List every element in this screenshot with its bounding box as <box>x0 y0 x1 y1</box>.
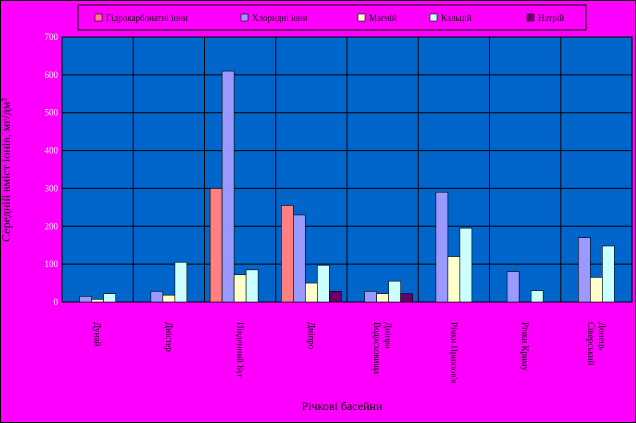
y-tick-label: 300 <box>45 183 59 193</box>
legend-label: Натрій <box>538 13 564 23</box>
y-tick-label: 500 <box>45 108 59 118</box>
legend-swatch <box>357 13 366 22</box>
bar-1-4 <box>281 205 294 303</box>
category-label: Річки Приазов'я <box>449 322 459 383</box>
legend: Гідрокарбонатні іони Хлоридні іони Магній К… <box>77 4 587 31</box>
bar-4-4 <box>317 264 330 303</box>
legend-swatch <box>94 13 103 22</box>
bar-3-3 <box>233 274 247 303</box>
legend-label: Хлоридні іони <box>252 13 308 23</box>
legend-swatch <box>429 13 438 22</box>
bar-2-4 <box>293 214 306 303</box>
bar-4-6 <box>459 227 473 303</box>
bar-2-7 <box>506 271 520 303</box>
y-tick-label: 400 <box>45 146 59 156</box>
bar-2-5 <box>364 291 377 303</box>
bar-2-6 <box>435 191 449 303</box>
bar-4-7 <box>530 290 544 303</box>
bar-3-1 <box>91 299 104 303</box>
bar-1-3 <box>209 188 223 303</box>
bar-4-1 <box>103 293 116 303</box>
bar-3-4 <box>305 282 318 303</box>
bar-3-5 <box>376 293 389 303</box>
category-label: Дніпра <box>383 322 393 349</box>
bars <box>79 70 615 303</box>
legend-label: Магній <box>369 13 397 23</box>
bar-2-8 <box>578 237 591 303</box>
gridlines <box>62 37 632 302</box>
bar-2-3 <box>221 70 235 303</box>
y-axis-title: Середній вміст іонів, мг/дм³ <box>0 98 13 242</box>
legend-label: Гідрокарбонатні іони <box>106 13 188 23</box>
x-axis-categories: Дунай Дністер Південний Буг Дніпро Водосхови… <box>93 322 607 383</box>
category-label: Сіверський <box>586 322 596 365</box>
bar-4-2 <box>174 261 188 303</box>
y-tick-label: 100 <box>45 259 59 269</box>
category-label: Дністер <box>164 322 174 352</box>
category-label: Південний Буг <box>235 322 245 379</box>
y-tick-label: 600 <box>45 70 59 80</box>
y-axis-ticks: 0 100 200 300 400 500 600 700 <box>45 32 59 307</box>
bar-5-5 <box>400 293 413 303</box>
bar-2-1 <box>79 296 92 303</box>
y-tick-label: 0 <box>54 297 59 307</box>
bar-3-6 <box>447 256 461 303</box>
bar-3-2 <box>162 294 176 303</box>
category-label: Річки Криму <box>520 322 530 371</box>
legend-label: Кальцій <box>441 13 472 23</box>
category-label: Дунай <box>93 322 103 346</box>
legend-swatch <box>526 13 535 22</box>
x-axis-title: Річкові басейни <box>302 399 383 413</box>
legend-box <box>77 4 587 31</box>
bar-4-3 <box>245 269 259 303</box>
y-tick-label: 700 <box>45 32 59 42</box>
bar-5-4 <box>329 291 342 303</box>
category-label: Донець <box>597 322 607 350</box>
bar-4-5 <box>388 280 401 303</box>
category-label: Дніпро <box>306 322 316 350</box>
y-tick-label: 200 <box>45 221 59 231</box>
bar-2-2 <box>150 291 164 303</box>
bar-3-8 <box>590 277 603 303</box>
category-label: Водосховища <box>372 322 382 374</box>
legend-swatch <box>240 13 249 22</box>
bar-4-8 <box>602 245 615 303</box>
